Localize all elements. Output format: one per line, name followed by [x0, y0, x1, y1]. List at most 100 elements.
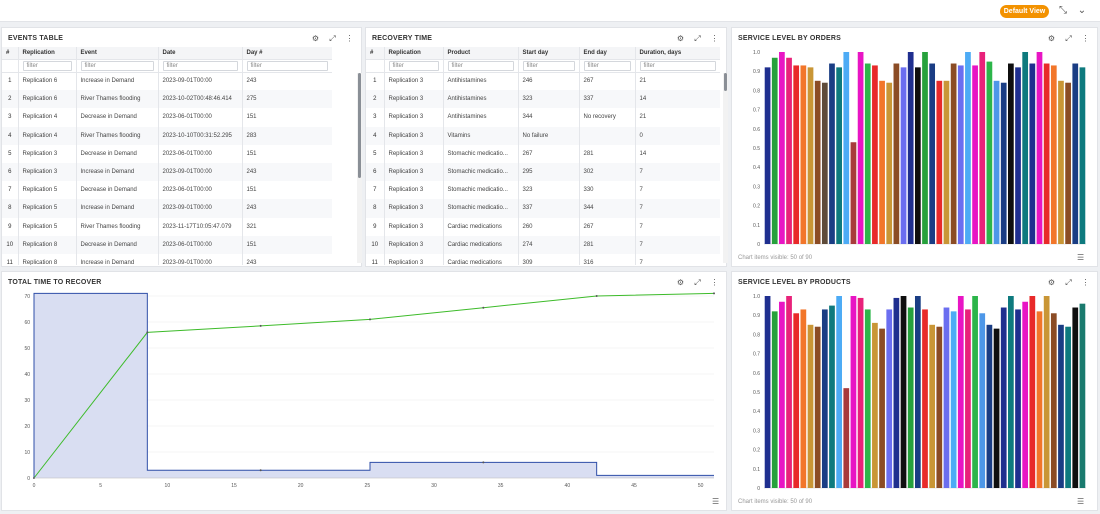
bar[interactable] [1058, 80, 1064, 244]
bar[interactable] [1036, 52, 1043, 244]
bar[interactable] [965, 52, 971, 244]
bar[interactable] [922, 52, 928, 244]
bar[interactable] [807, 324, 814, 488]
list-icon[interactable]: ☰ [1077, 497, 1085, 506]
filter-input[interactable]: filter [447, 60, 514, 71]
line-point[interactable] [595, 295, 598, 297]
more-vertical-icon[interactable]: ⋮ [710, 34, 719, 43]
bar[interactable] [972, 296, 978, 488]
column-header[interactable]: Day # [242, 47, 332, 60]
bar[interactable] [886, 82, 893, 244]
table-row[interactable]: 7 Replication 3 Stomachic medicatio... 323 3… [366, 181, 720, 200]
bar[interactable] [907, 52, 914, 244]
bar[interactable] [1000, 82, 1007, 244]
bar[interactable] [1029, 296, 1036, 488]
bar[interactable] [893, 63, 900, 244]
bar[interactable] [1072, 307, 1079, 488]
table-row[interactable]: 7 Replication 5 Decrease in Demand 2023-06-… [2, 181, 332, 200]
bar[interactable] [872, 322, 878, 488]
scrollbar[interactable] [723, 73, 728, 263]
double-chevron-down-icon[interactable]: ⌄ [1077, 5, 1087, 16]
table-row[interactable]: 2 Replication 6 River Thames flooding 2023-… [2, 90, 332, 109]
line-point[interactable] [369, 318, 371, 321]
bar[interactable] [764, 67, 771, 244]
bar[interactable] [786, 57, 792, 244]
line-point[interactable] [146, 331, 149, 334]
bar[interactable] [1022, 301, 1029, 488]
bar[interactable] [829, 305, 835, 488]
bar[interactable] [943, 307, 950, 488]
column-header[interactable]: Duration, days [635, 47, 720, 60]
bar[interactable] [843, 388, 850, 488]
expand-icon[interactable]: ⤢ [694, 278, 701, 287]
bar[interactable] [857, 297, 864, 488]
bar[interactable] [814, 326, 821, 488]
bar[interactable] [786, 296, 792, 488]
column-header[interactable]: Start day [518, 47, 580, 60]
bar[interactable] [950, 311, 957, 488]
expand-icon[interactable]: ⤢ [329, 34, 336, 43]
table-row[interactable]: 4 Replication 4 River Thames flooding 2023-… [2, 126, 332, 145]
filter-input[interactable]: filter [522, 60, 575, 71]
bar[interactable] [807, 67, 814, 244]
column-header[interactable]: End day [579, 47, 636, 60]
bar[interactable] [972, 65, 978, 244]
table-row[interactable]: 5 Replication 3 Decrease in Demand 2023-06-… [2, 144, 332, 163]
bar[interactable] [1043, 296, 1050, 488]
column-header[interactable]: # [366, 47, 385, 60]
table-row[interactable]: 1 Replication 3 Antihistamines 246 267 21 [366, 72, 720, 91]
bar[interactable] [1008, 296, 1014, 488]
bar[interactable] [900, 296, 907, 488]
column-header[interactable]: Product [443, 47, 519, 60]
bar[interactable] [936, 80, 943, 244]
bar[interactable] [1058, 324, 1064, 488]
bar[interactable] [779, 301, 785, 488]
table-row[interactable]: 1 Replication 6 Increase in Demand 2023-09-… [2, 72, 332, 91]
bar[interactable] [1065, 326, 1071, 488]
bar[interactable] [914, 296, 921, 488]
bar[interactable] [986, 324, 993, 488]
column-header[interactable]: Replication [18, 47, 77, 60]
scrollbar[interactable] [357, 73, 362, 263]
bar[interactable] [764, 296, 771, 488]
filter-input[interactable]: filter [246, 60, 328, 71]
bar[interactable] [1065, 82, 1071, 244]
bar[interactable] [943, 80, 950, 244]
scroll-thumb[interactable] [724, 73, 727, 91]
line-point[interactable] [482, 306, 485, 309]
gear-icon[interactable]: ⚙ [311, 34, 320, 43]
table-row[interactable]: 11 Replication 3 Cardiac medications 309 316… [366, 253, 720, 265]
column-header[interactable]: # [2, 47, 19, 60]
table-row[interactable]: 8 Replication 5 Increase in Demand 2023-09-… [2, 199, 332, 218]
table-row[interactable]: 4 Replication 3 Vitamins No failure 0 [366, 126, 720, 145]
gear-icon[interactable]: ⚙ [1047, 34, 1056, 43]
bar[interactable] [800, 65, 807, 244]
bar[interactable] [1029, 63, 1036, 244]
more-vertical-icon[interactable]: ⋮ [1081, 278, 1090, 287]
table-row[interactable]: 8 Replication 3 Stomachic medicatio... 337 3… [366, 199, 720, 218]
table-row[interactable]: 3 Replication 4 Decrease in Demand 2023-06-… [2, 108, 332, 127]
line-point[interactable] [259, 324, 262, 327]
bar[interactable] [879, 80, 885, 244]
expand-icon[interactable]: ⤢ [1065, 278, 1072, 287]
bar[interactable] [929, 324, 936, 488]
bar[interactable] [950, 63, 957, 244]
expand-icon[interactable]: ⤢ [1065, 34, 1072, 43]
bar[interactable] [993, 80, 1000, 244]
bar[interactable] [771, 311, 778, 488]
bar[interactable] [1000, 307, 1007, 488]
bar[interactable] [836, 67, 842, 244]
column-header[interactable]: Event [76, 47, 159, 60]
table-row[interactable]: 10 Replication 3 Cardiac medications 274 281… [366, 235, 720, 254]
table-row[interactable]: 9 Replication 3 Cardiac medications 260 267 7 [366, 217, 720, 236]
bar[interactable] [1050, 65, 1057, 244]
bar[interactable] [979, 52, 986, 244]
bar[interactable] [850, 296, 857, 488]
bar[interactable] [829, 63, 835, 244]
table-row[interactable]: 5 Replication 3 Stomachic medicatio... 267 2… [366, 144, 720, 163]
bar[interactable] [1072, 63, 1079, 244]
table-row[interactable]: 2 Replication 3 Antihistamines 323 337 14 [366, 90, 720, 109]
bar[interactable] [922, 309, 928, 488]
gear-icon[interactable]: ⚙ [676, 278, 685, 287]
bar[interactable] [821, 82, 828, 244]
